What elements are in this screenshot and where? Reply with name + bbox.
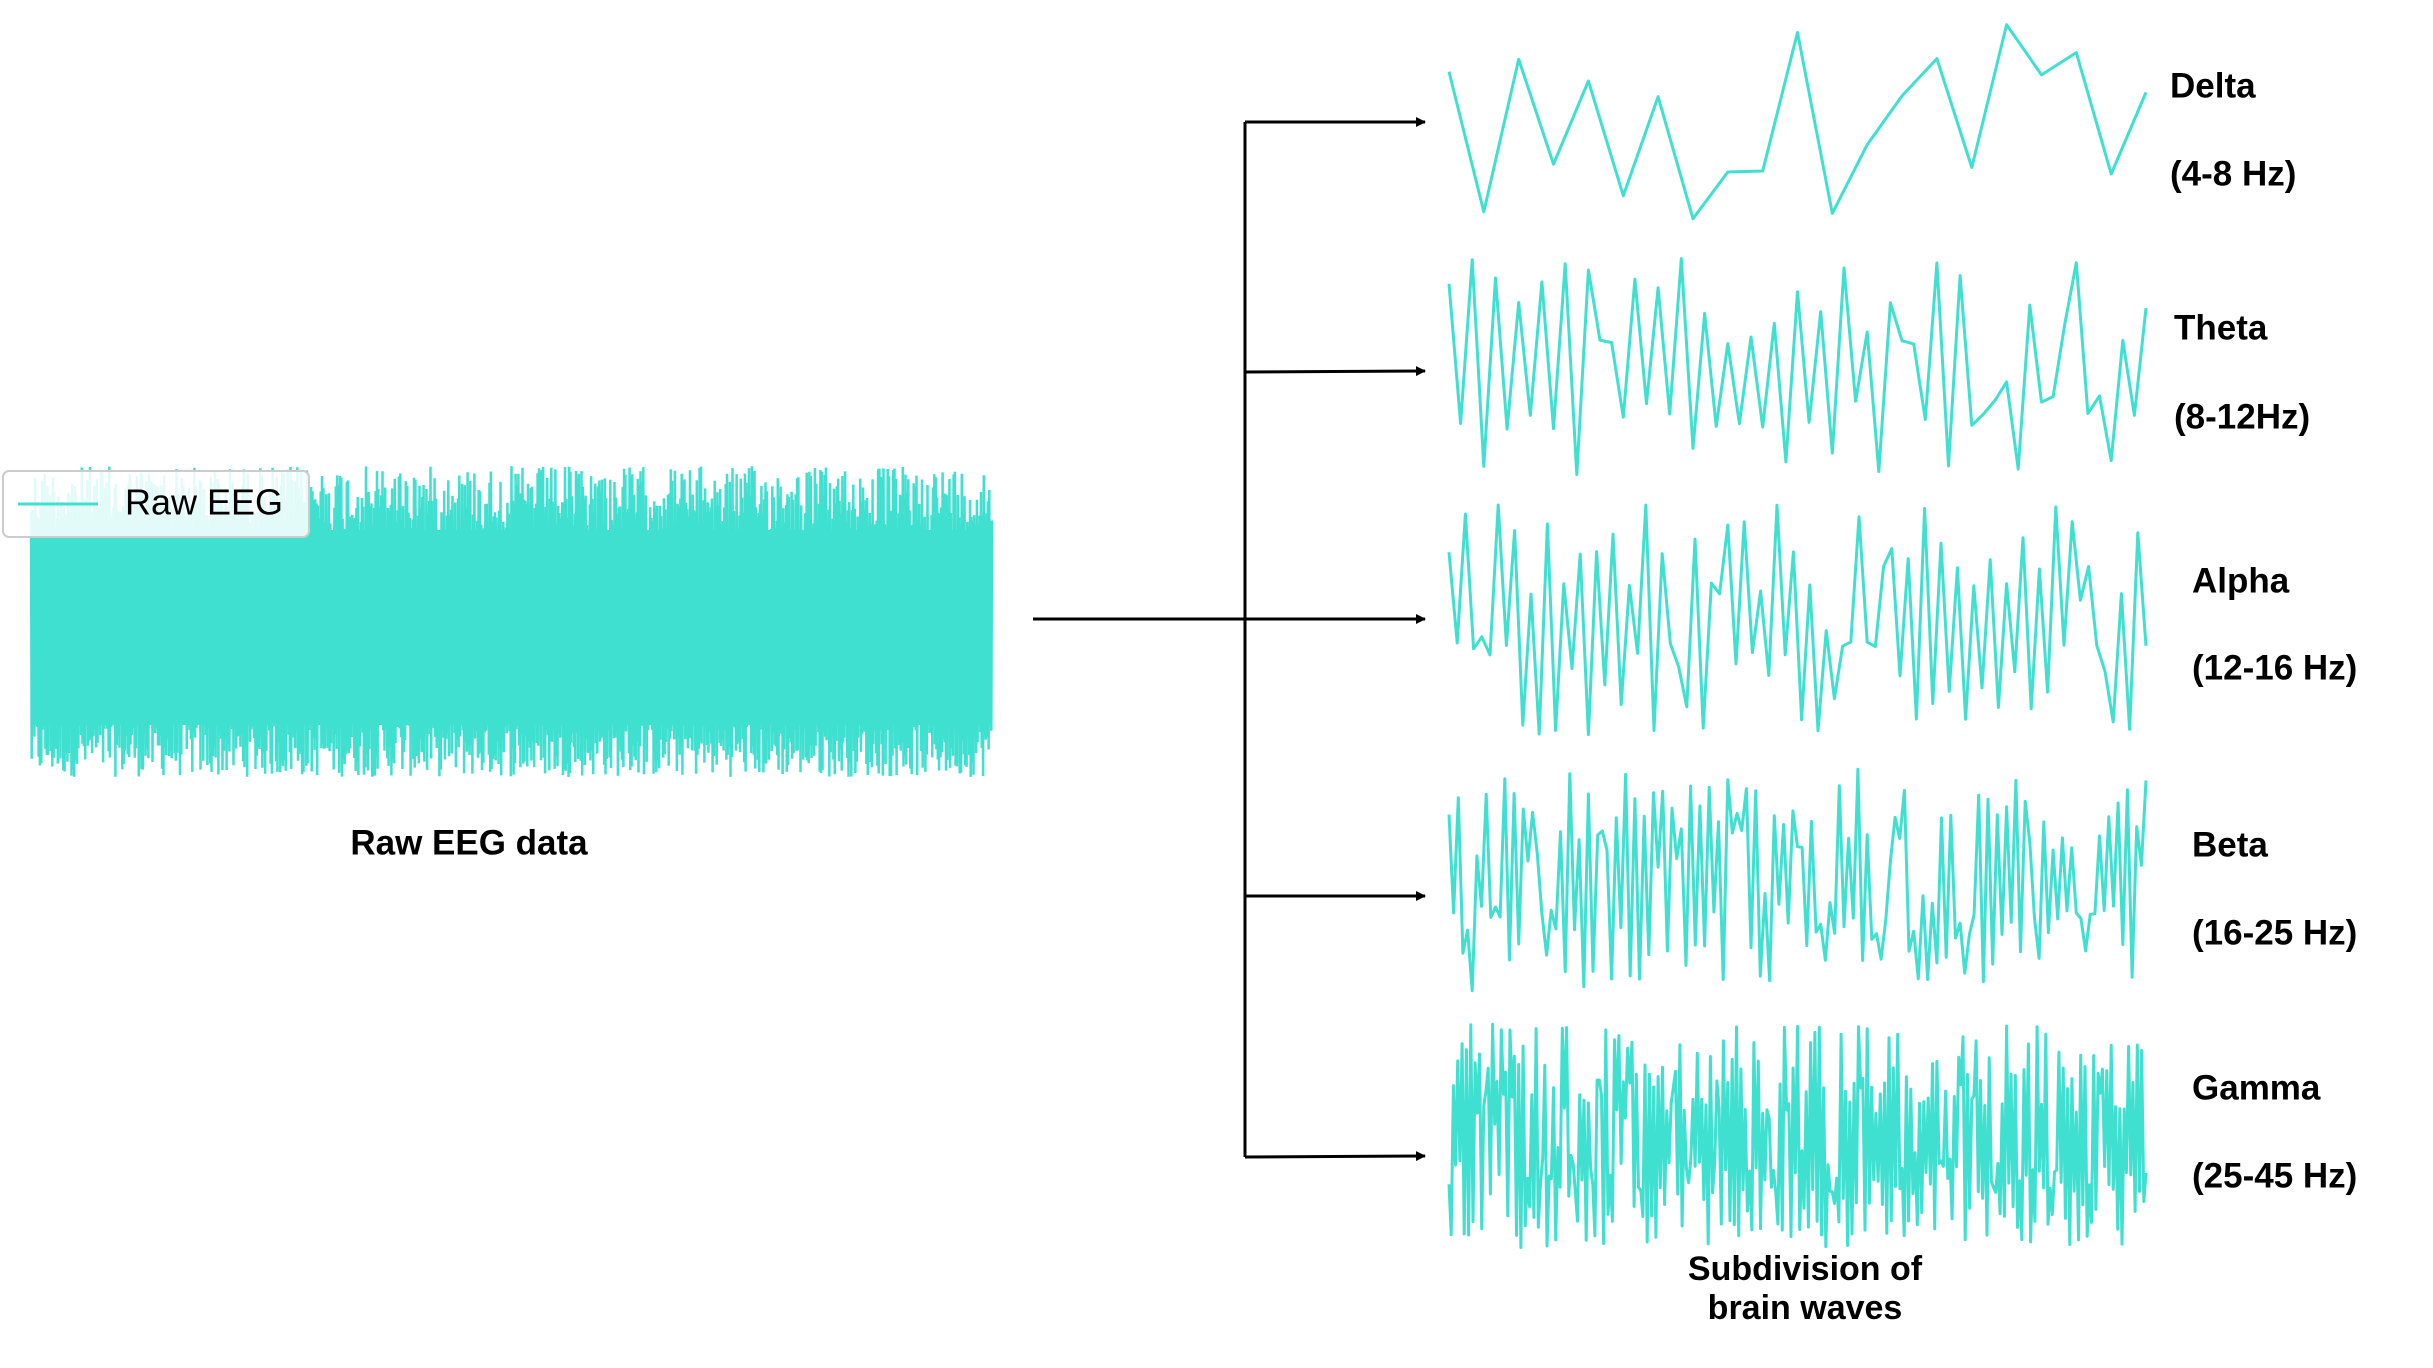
band-wave [1447, 257, 2148, 477]
band-range: (12-16 Hz) [2192, 648, 2357, 687]
band-name: Gamma [2192, 1068, 2321, 1107]
band-range: (4-8 Hz) [2170, 154, 2296, 193]
legend-box [2, 470, 310, 538]
band-wave [1447, 503, 2148, 737]
bands-caption: Subdivision of brain waves [1687, 1250, 1923, 1327]
raw-caption: Raw EEG data [350, 823, 588, 862]
band-range: (16-25 Hz) [2192, 913, 2357, 952]
band-wave [1447, 23, 2148, 221]
band-name: Alpha [2192, 561, 2290, 600]
band-range: (25-45 Hz) [2192, 1156, 2357, 1195]
raw-eeg-signal [29, 466, 994, 778]
band-waves: Delta (4-8 Hz) Theta (8-12Hz) Alpha (12-16 Hz… [1447, 23, 2357, 1249]
arrow [1244, 366, 1426, 377]
band-wave [1447, 1022, 2148, 1249]
band-name: Beta [2192, 825, 2268, 864]
arrows [1033, 117, 1426, 1162]
band-name: Theta [2174, 308, 2268, 347]
arrow [1244, 1151, 1426, 1162]
legend-label: Raw EEG [125, 482, 283, 523]
raw-eeg-trace [29, 466, 994, 778]
band-name: Delta [2170, 66, 2256, 105]
band-wave [1447, 767, 2148, 993]
band-range: (8-12Hz) [2174, 397, 2310, 436]
